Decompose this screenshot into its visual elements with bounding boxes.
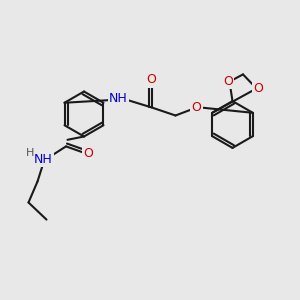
Text: O: O (83, 147, 93, 160)
Text: H: H (26, 148, 34, 158)
Text: O: O (223, 75, 233, 88)
Text: O: O (253, 82, 263, 95)
Text: NH: NH (34, 153, 53, 166)
Text: O: O (192, 101, 201, 114)
Text: NH: NH (109, 92, 128, 105)
Text: O: O (147, 73, 156, 86)
